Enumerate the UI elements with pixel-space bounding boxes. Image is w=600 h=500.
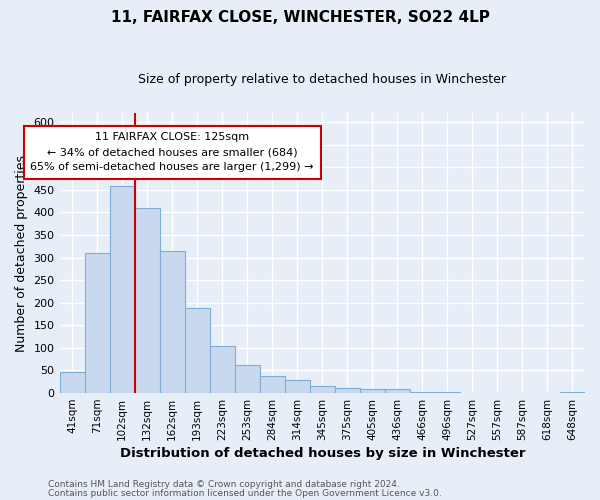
- Title: Size of property relative to detached houses in Winchester: Size of property relative to detached ho…: [138, 72, 506, 86]
- Bar: [310, 386, 335, 393]
- Text: 11, FAIRFAX CLOSE, WINCHESTER, SO22 4LP: 11, FAIRFAX CLOSE, WINCHESTER, SO22 4LP: [110, 10, 490, 25]
- Bar: [385, 390, 410, 393]
- Bar: [59, 372, 85, 393]
- Text: Contains public sector information licensed under the Open Government Licence v3: Contains public sector information licen…: [48, 488, 442, 498]
- Bar: [134, 208, 160, 393]
- Bar: [185, 308, 209, 393]
- Bar: [410, 392, 435, 393]
- X-axis label: Distribution of detached houses by size in Winchester: Distribution of detached houses by size …: [119, 447, 525, 460]
- Bar: [260, 376, 285, 393]
- Bar: [335, 388, 360, 393]
- Bar: [160, 252, 185, 393]
- Text: 11 FAIRFAX CLOSE: 125sqm
← 34% of detached houses are smaller (684)
65% of semi-: 11 FAIRFAX CLOSE: 125sqm ← 34% of detach…: [31, 132, 314, 172]
- Bar: [435, 392, 460, 393]
- Bar: [360, 388, 385, 393]
- Bar: [285, 380, 310, 393]
- Bar: [85, 252, 110, 393]
- Bar: [560, 392, 585, 393]
- Bar: [110, 186, 134, 393]
- Y-axis label: Number of detached properties: Number of detached properties: [15, 154, 28, 352]
- Bar: [235, 364, 260, 393]
- Text: Contains HM Land Registry data © Crown copyright and database right 2024.: Contains HM Land Registry data © Crown c…: [48, 480, 400, 489]
- Bar: [209, 346, 235, 393]
